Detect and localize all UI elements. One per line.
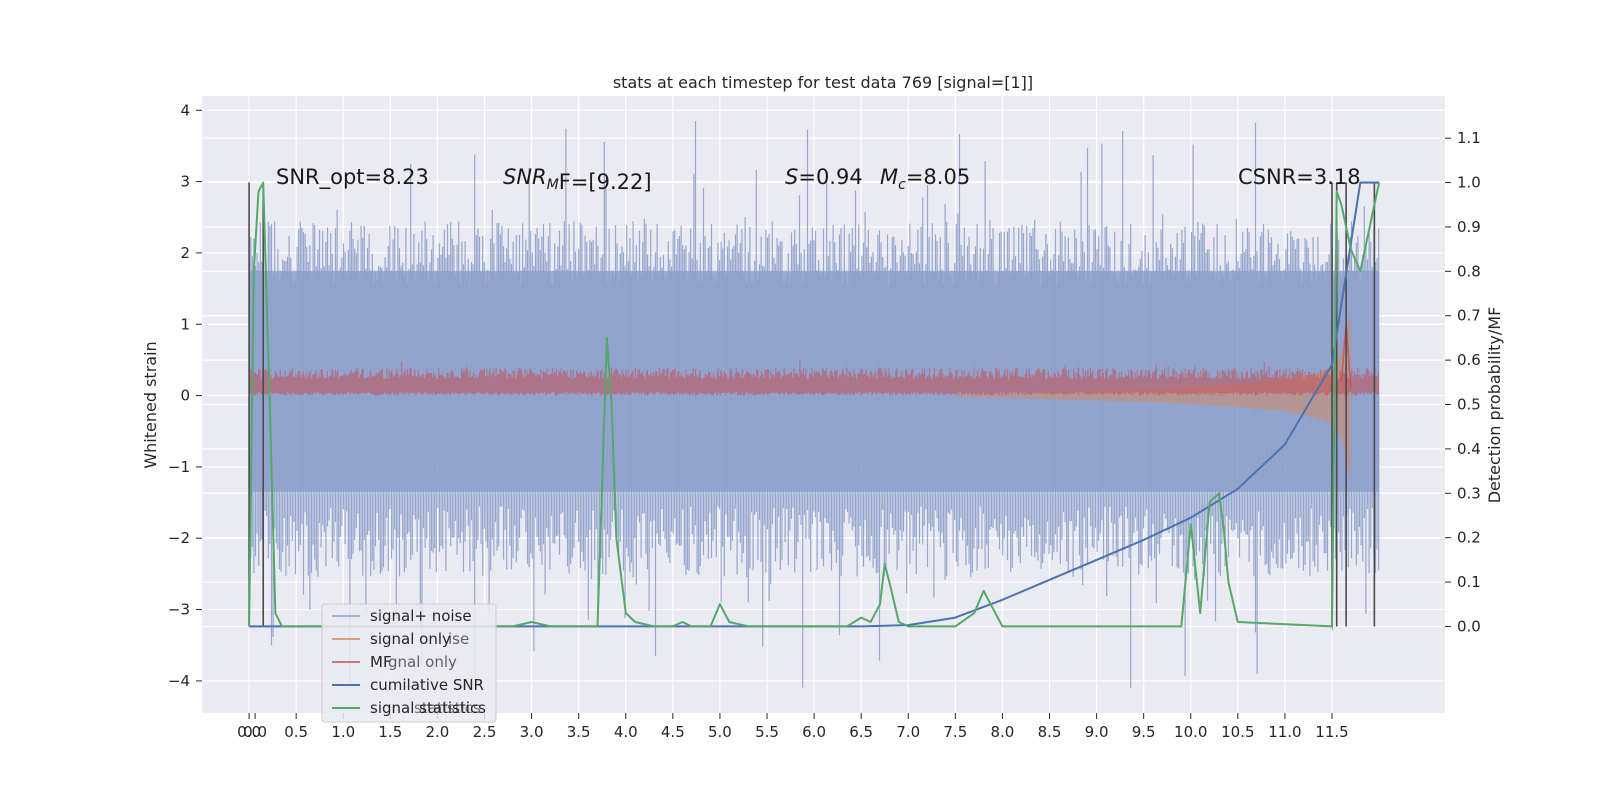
- y-tick-label-right: 0.4: [1457, 440, 1481, 458]
- signal-only-layer: [955, 310, 1351, 482]
- y-tick-label-right: 0.2: [1457, 529, 1481, 547]
- x-tick-label: 0.0: [237, 723, 261, 741]
- x-tick-label: 2.5: [473, 723, 497, 741]
- x-tick-label: 2.0: [425, 723, 449, 741]
- x-axis-ticks: 0.00.0 0.5 1.0 1.5 2.0 2.5 3.0 3.5 4.0 4.5 5.0 5.5 6…: [237, 713, 1349, 741]
- y-tick-label-right: 0.0: [1457, 617, 1481, 635]
- legend-label: MF: [370, 653, 392, 671]
- snr-mf-sub: M: [547, 177, 559, 193]
- x-tick-label: 9.5: [1132, 723, 1156, 741]
- y-tick-label-right: 0.7: [1457, 307, 1481, 325]
- x-tick-label: 10.5: [1221, 723, 1254, 741]
- legend-label: signal+ noise: [370, 607, 472, 625]
- y-tick-label-right: 0.1: [1457, 573, 1481, 591]
- legend-box: [321, 603, 497, 723]
- x-tick-label: 4.5: [661, 723, 685, 741]
- y-tick-label-left: 4: [180, 101, 190, 119]
- y-tick-label-left: −4: [168, 672, 190, 690]
- legend-label: signal statistics: [370, 699, 486, 717]
- x-tick-label: 6.0: [802, 723, 826, 741]
- y-tick-label-right: 0.5: [1457, 396, 1481, 414]
- x-tick-label: 3.5: [567, 723, 591, 741]
- signal-only-envelope: [955, 310, 1351, 482]
- right-axis-ticks: 1.1 1.0 0.9 0.8 0.7 0.6 0.5 0.4 0.3 0.2 0.1 0.0: [1445, 129, 1481, 635]
- y-tick-label-right: 1.1: [1457, 129, 1481, 147]
- x-tick-label: 1.5: [378, 723, 402, 741]
- x-tick-label: 9.0: [1085, 723, 1109, 741]
- y-tick-label-left: 1: [180, 315, 190, 333]
- x-tick-label: 6.5: [849, 723, 873, 741]
- y-tick-label-left: 2: [180, 244, 190, 262]
- annotation-s: S=0.94: [785, 165, 863, 189]
- y-tick-label-right: 0.3: [1457, 484, 1481, 502]
- left-axis-ticks: 4 3 2 1 0 −1 −2 −3 −4: [168, 101, 202, 690]
- x-tick-label: 5.5: [755, 723, 779, 741]
- snr-mf-value: F=[9.22]: [559, 170, 652, 194]
- x-tick-label: 5.0: [708, 723, 732, 741]
- annotation-mc: Mc=8.05: [880, 165, 970, 193]
- y-tick-label-left: −1: [168, 458, 190, 476]
- legend-items: signal+ noise signal only MF cumilative SNR…: [332, 607, 486, 717]
- y-axis-label-left: Whitened strain: [141, 341, 160, 468]
- y-tick-label-right: 0.8: [1457, 262, 1481, 280]
- s-value: =0.94: [798, 165, 862, 189]
- mc-base: M: [880, 165, 898, 189]
- x-tick-label: 7.0: [896, 723, 920, 741]
- right-axis-series: [248, 181, 1381, 628]
- snr-mf-base: SNR: [503, 165, 547, 189]
- x-tick-label: 10.0: [1174, 723, 1207, 741]
- x-tick-label: 0.0: [243, 723, 267, 741]
- x-tick-label: 11.0: [1268, 723, 1301, 741]
- cumulative-snr-line: [249, 181, 1380, 628]
- y-tick-label-right: 0.9: [1457, 218, 1481, 236]
- x-tick-label: 0.5: [284, 723, 308, 741]
- x-tick-label: 8.5: [1038, 723, 1062, 741]
- x-tick-label: 8.0: [990, 723, 1014, 741]
- y-tick-label-right: 0.6: [1457, 351, 1481, 369]
- annotation-csnr: CSNR=3.18: [1238, 165, 1361, 189]
- y-tick-label-left: 3: [180, 173, 190, 191]
- legend-label: signal only: [370, 630, 451, 648]
- legend: ise gnal only statistics signal+ noisesi…: [321, 603, 497, 723]
- y-tick-label-left: −2: [168, 529, 190, 547]
- signal-statistics-line: [248, 181, 1381, 628]
- y-tick-label-right: 1.0: [1457, 174, 1481, 192]
- y-tick-label-left: −3: [168, 601, 190, 619]
- chart-title: stats at each timestep for test data 769…: [613, 73, 1033, 92]
- x-tick-label: 4.0: [614, 723, 638, 741]
- mc-sub: c: [898, 177, 906, 193]
- y-tick-label-left: 0: [180, 387, 190, 405]
- legend-ghost-stats: statistics: [414, 699, 481, 717]
- x-tick-label: 11.5: [1315, 723, 1348, 741]
- x-tick-label: 3.0: [520, 723, 544, 741]
- legend-ghost-signal: gnal only: [388, 653, 457, 671]
- annotation-snr-mf: SNRMF=[9.22]: [503, 165, 652, 194]
- mc-value: =8.05: [906, 165, 970, 189]
- legend-label: cumilative SNR: [370, 676, 484, 694]
- y-axis-label-right: Detection probability/MF: [1485, 307, 1504, 504]
- x-tick-label: 7.5: [943, 723, 967, 741]
- legend-ghost-noise: ise: [448, 630, 469, 648]
- s-base: S: [785, 165, 798, 189]
- annotation-snr-opt: SNR_opt=8.23: [276, 165, 429, 190]
- x-tick-label: 1.0: [331, 723, 355, 741]
